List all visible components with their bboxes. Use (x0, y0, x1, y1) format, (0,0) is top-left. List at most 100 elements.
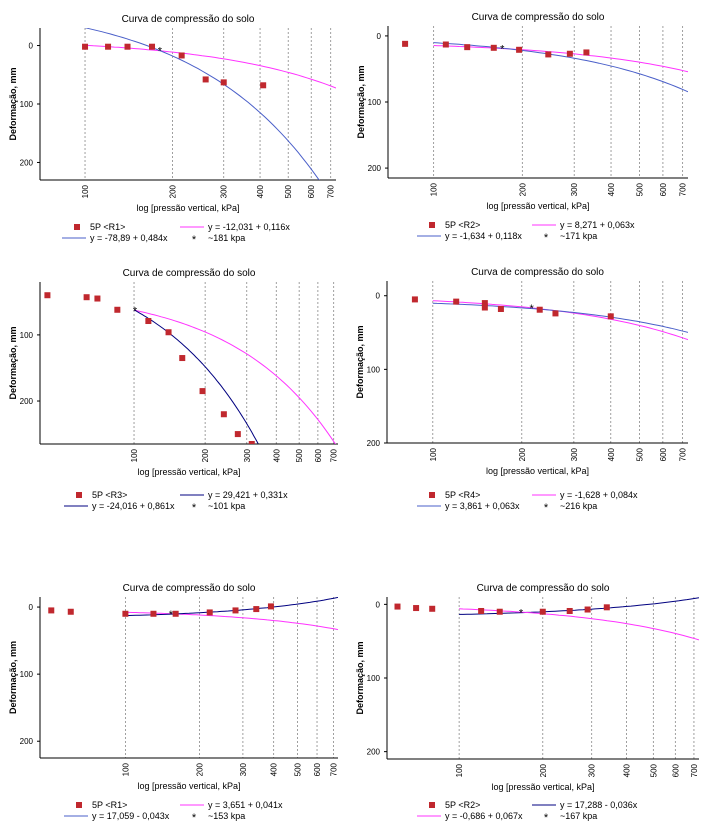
y-axis-label: Deformação, mm (8, 641, 18, 714)
x-tick-label: 300 (570, 182, 579, 196)
legend: 5P <R1> y = -12,031 + 0,116x y = -78,89 + … (62, 222, 290, 246)
x-tick-label: 100 (81, 184, 90, 198)
legend-label: 5P <R1> (92, 800, 127, 810)
data-point (260, 82, 267, 89)
y-tick-label: 100 (368, 98, 382, 107)
legend-marker-square (429, 222, 435, 228)
legend-label: ~153 kpa (208, 811, 245, 821)
chart-panel-4: Curva de compressão do solo 0 100 200 100 200… (355, 267, 688, 514)
y-tick-label: 100 (367, 365, 381, 374)
x-tick-label: 200 (196, 762, 205, 776)
x-tick-label: 600 (313, 762, 322, 776)
data-point (172, 610, 179, 617)
x-axis-label: log [pressão vertical, kPa] (486, 201, 589, 211)
legend-marker-star: * (544, 502, 549, 514)
x-tick-label: 200 (539, 763, 548, 777)
chart-title: Curva de compressão do solo (122, 14, 255, 25)
x-tick-label: 500 (636, 182, 645, 196)
legend-marker-star: * (192, 234, 197, 246)
y-tick-label: 100 (367, 674, 381, 683)
intersection-star: * (519, 607, 524, 619)
plot-area: * (394, 597, 699, 641)
plot-area: * (44, 292, 336, 444)
y-tick-label: 200 (368, 164, 382, 173)
data-point (464, 44, 471, 51)
chart-title: Curva de compressão do solo (471, 267, 604, 278)
data-point (199, 388, 206, 395)
y-tick-label: 200 (20, 397, 34, 406)
data-point (220, 411, 227, 418)
data-point (82, 43, 89, 50)
x-tick-label: 500 (635, 447, 644, 461)
y-tick-label: 100 (20, 670, 34, 679)
legend-label: ~181 kpa (208, 233, 245, 243)
data-point (114, 306, 121, 313)
y-axis-label: Deformação, mm (355, 325, 365, 398)
data-point (552, 310, 559, 317)
legend-label: 5P <R2> (445, 800, 480, 810)
legend-marker-star: * (192, 502, 197, 514)
x-tick-label: 500 (284, 184, 293, 198)
fit-curve-1 (84, 44, 336, 89)
legend-label: y = 17,059 - 0,043x (92, 811, 170, 821)
x-axis-label: log [pressão vertical, kPa] (137, 467, 240, 477)
legend-label: ~216 kpa (560, 501, 597, 511)
intersection-star: * (500, 43, 505, 55)
chart-title: Curva de compressão do solo (123, 268, 256, 279)
x-tick-label: 200 (518, 182, 527, 196)
legend: 5P <R1> y = 3,651 + 0,041x y = 17,059 - 0,… (64, 800, 283, 824)
legend-label: y = 8,271 + 0,063x (560, 220, 635, 230)
legend-label: y = 29,421 + 0,331x (208, 490, 288, 500)
y-tick-label: 0 (376, 292, 381, 301)
data-point (411, 296, 418, 303)
legend-label: 5P <R4> (445, 490, 480, 500)
chart-panel-6: Curva de compressão do solo 0 100 200 100 200… (355, 583, 699, 824)
data-point (145, 318, 152, 325)
data-point (490, 44, 497, 51)
data-point (48, 607, 55, 614)
data-point (516, 46, 523, 53)
plot-area: * (48, 597, 338, 631)
chart-panel-1: Curva de compressão do solo 0 100 200 100 200… (8, 14, 336, 246)
data-point (165, 329, 172, 336)
data-point (267, 603, 274, 610)
data-point (539, 608, 546, 615)
chart-title: Curva de compressão do solo (477, 583, 610, 594)
legend-label: 5P <R3> (92, 490, 127, 500)
x-tick-label: 200 (169, 184, 178, 198)
legend: 5P <R3> y = 29,421 + 0,331x y = -24,016 + … (64, 490, 288, 514)
legend-label: y = 17,288 - 0,036x (560, 800, 638, 810)
x-tick-label: 700 (690, 763, 699, 777)
x-tick-label: 100 (121, 762, 130, 776)
data-point (83, 294, 90, 301)
legend-label: ~101 kpa (208, 501, 245, 511)
legend-label: ~171 kpa (560, 231, 597, 241)
y-tick-label: 200 (367, 748, 381, 757)
data-point (496, 608, 503, 615)
data-point (402, 40, 409, 47)
x-tick-label: 300 (570, 447, 579, 461)
data-point (124, 43, 131, 50)
x-tick-label: 700 (330, 448, 339, 462)
x-tick-label: 400 (272, 448, 281, 462)
data-point (394, 603, 401, 610)
x-tick-label: 700 (327, 184, 336, 198)
legend: 5P <R2> y = 17,288 - 0,036x y = -0,686 + 0… (417, 800, 638, 824)
data-point (220, 79, 227, 86)
data-point (583, 49, 590, 56)
chart-panel-2: Curva de compressão do solo 0 100 200 100 200… (356, 12, 688, 244)
legend-marker-square (429, 802, 435, 808)
x-tick-label: 700 (330, 762, 339, 776)
legend-marker-star: * (544, 232, 549, 244)
x-axis-label: log [pressão vertical, kPa] (137, 781, 240, 791)
fit-curve-1 (133, 309, 336, 444)
data-point (67, 608, 74, 615)
data-point (566, 50, 573, 57)
x-tick-label: 400 (607, 447, 616, 461)
x-tick-label: 200 (518, 447, 527, 461)
y-tick-label: 200 (367, 439, 381, 448)
data-point (105, 43, 112, 50)
fit-curve-2 (125, 597, 338, 617)
fit-curve-1 (433, 45, 688, 73)
